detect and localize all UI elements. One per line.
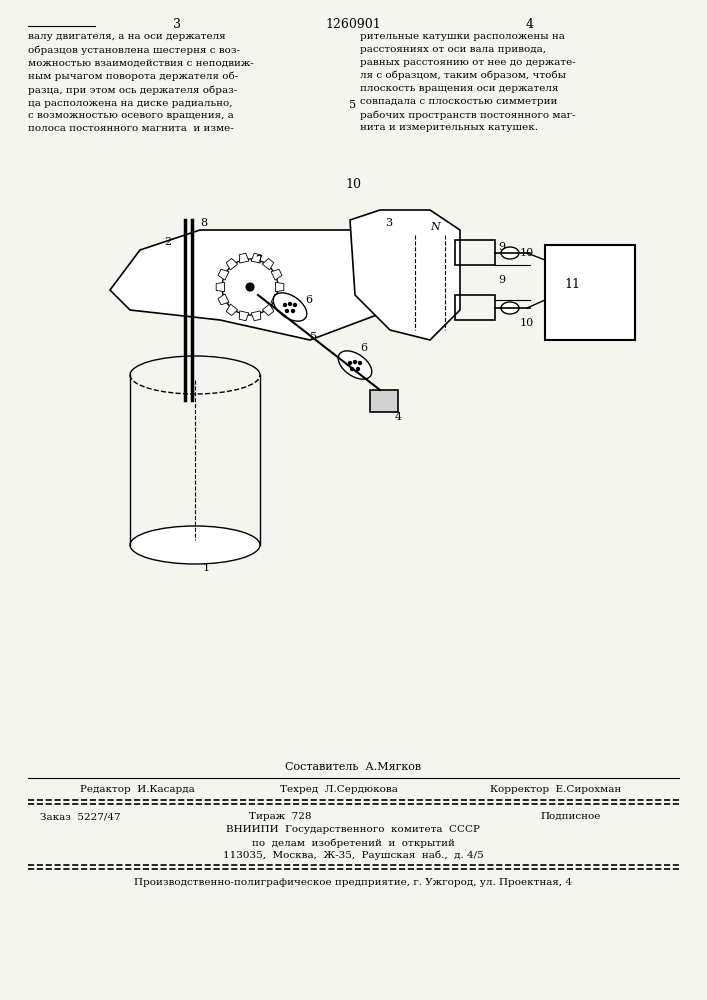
- Text: Производственно-полиграфическое предприятие, г. Ужгород, ул. Проектная, 4: Производственно-полиграфическое предприя…: [134, 878, 572, 887]
- Text: 1260901: 1260901: [325, 18, 381, 31]
- Text: Техред  Л.Сердюкова: Техред Л.Сердюкова: [280, 785, 398, 794]
- Polygon shape: [271, 294, 282, 305]
- Circle shape: [293, 304, 296, 306]
- Polygon shape: [262, 304, 274, 316]
- Bar: [370, 390, 398, 412]
- Text: 10: 10: [345, 178, 361, 191]
- Text: 10: 10: [520, 318, 534, 328]
- Polygon shape: [276, 282, 284, 292]
- Text: рительные катушки расположены на
расстояниях от оси вала привода,
равных расстоя: рительные катушки расположены на расстоя…: [360, 32, 575, 132]
- Polygon shape: [262, 258, 274, 270]
- Text: 5: 5: [310, 332, 317, 342]
- Text: Тираж  728: Тираж 728: [249, 812, 311, 821]
- Ellipse shape: [130, 526, 260, 564]
- Text: Составитель  А.Мягков: Составитель А.Мягков: [285, 762, 421, 772]
- Polygon shape: [271, 269, 282, 280]
- Text: 113035,  Москва,  Ж-35,  Раушская  наб.,  д. 4/5: 113035, Москва, Ж-35, Раушская наб., д. …: [223, 851, 484, 860]
- Circle shape: [356, 367, 359, 370]
- Circle shape: [349, 361, 351, 364]
- Text: 8: 8: [200, 218, 207, 228]
- Text: 7: 7: [255, 255, 262, 265]
- Circle shape: [358, 361, 361, 364]
- Polygon shape: [226, 304, 238, 316]
- Text: Подписное: Подписное: [540, 812, 600, 821]
- Text: 3: 3: [385, 218, 392, 228]
- Text: валу двигателя, а на оси держателя
образцов установлена шестерня с воз-
можность: валу двигателя, а на оси держателя образ…: [28, 32, 254, 133]
- Polygon shape: [251, 311, 261, 321]
- Bar: [455, 240, 495, 265]
- Text: ВНИИПИ  Государственного  комитета  СССР: ВНИИПИ Государственного комитета СССР: [226, 825, 480, 834]
- Text: 5: 5: [349, 100, 356, 110]
- Ellipse shape: [501, 302, 519, 314]
- Circle shape: [288, 302, 291, 306]
- Text: 9: 9: [498, 242, 505, 252]
- Circle shape: [284, 304, 286, 306]
- Text: Корректор  Е.Сирохман: Корректор Е.Сирохман: [490, 785, 621, 794]
- Text: 3: 3: [173, 18, 181, 31]
- Text: Редактор  И.Касарда: Редактор И.Касарда: [80, 785, 194, 794]
- Circle shape: [246, 283, 254, 291]
- Polygon shape: [350, 210, 460, 340]
- Text: 6: 6: [360, 343, 367, 353]
- Text: Заказ  5227/47: Заказ 5227/47: [40, 812, 121, 821]
- Text: 11: 11: [564, 278, 580, 291]
- Text: 2: 2: [165, 237, 172, 247]
- Ellipse shape: [501, 247, 519, 259]
- Text: 4: 4: [395, 412, 402, 422]
- Text: 9: 9: [498, 275, 505, 285]
- Text: 1: 1: [203, 563, 210, 573]
- Polygon shape: [239, 311, 249, 321]
- Polygon shape: [110, 230, 420, 340]
- Text: 6: 6: [305, 295, 312, 305]
- Polygon shape: [226, 258, 238, 270]
- Ellipse shape: [273, 293, 307, 321]
- Text: 10: 10: [520, 248, 534, 258]
- Bar: [545, 245, 635, 340]
- Text: 4: 4: [526, 18, 534, 31]
- Circle shape: [286, 310, 288, 312]
- Polygon shape: [218, 269, 229, 280]
- Polygon shape: [239, 253, 249, 263]
- Polygon shape: [251, 253, 261, 263]
- Ellipse shape: [338, 351, 372, 379]
- Text: по  делам  изобретений  и  открытий: по делам изобретений и открытий: [252, 838, 455, 848]
- Polygon shape: [218, 294, 229, 305]
- Circle shape: [354, 360, 356, 363]
- Circle shape: [222, 259, 278, 315]
- Polygon shape: [216, 282, 224, 292]
- Bar: [455, 295, 495, 320]
- Circle shape: [351, 367, 354, 370]
- Circle shape: [291, 310, 295, 312]
- Text: N: N: [430, 222, 440, 232]
